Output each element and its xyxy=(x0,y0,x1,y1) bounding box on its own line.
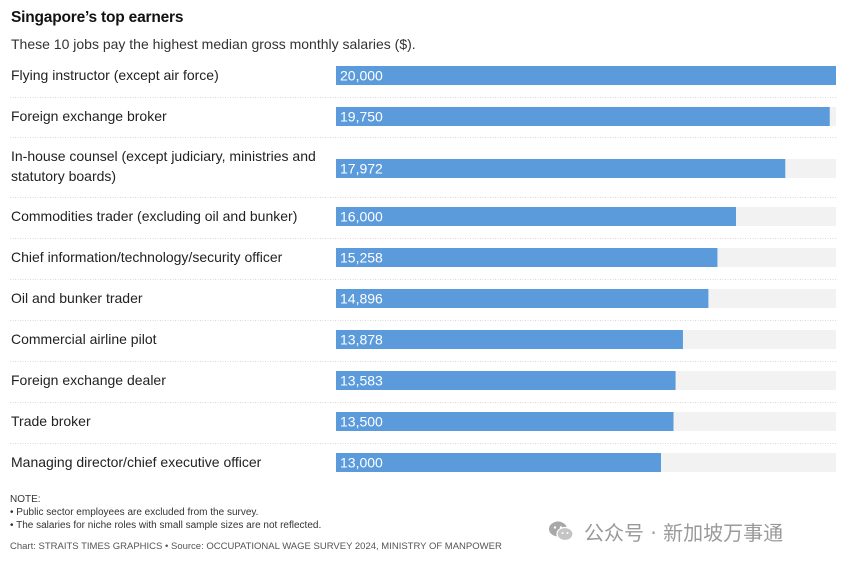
bar-value-label: 13,000 xyxy=(340,455,383,471)
notes-heading: NOTE: xyxy=(10,494,41,505)
notes: NOTE: • Public sector employees are excl… xyxy=(10,493,321,532)
bar xyxy=(336,412,674,431)
category-label: Chief information/technology/security of… xyxy=(11,249,283,265)
bar xyxy=(336,207,736,226)
watermark: 公众号 · 新加坡万事通 xyxy=(548,516,783,546)
bar-value-label: 19,750 xyxy=(340,109,383,125)
bar-value-label: 14,896 xyxy=(340,291,383,307)
category-label: Commercial airline pilot xyxy=(11,331,157,347)
wechat-icon xyxy=(549,521,574,542)
bar xyxy=(336,371,676,390)
chart-subtitle: These 10 jobs pay the highest median gro… xyxy=(11,36,416,52)
bar xyxy=(336,248,718,267)
bar-value-label: 16,000 xyxy=(340,209,383,225)
bar-value-label: 13,878 xyxy=(340,332,383,348)
note-item: • The salaries for niche roles with smal… xyxy=(10,520,322,531)
source-credit: Chart: STRAITS TIMES GRAPHICS • Source: … xyxy=(10,541,502,552)
category-label: In-house counsel (except judiciary, mini… xyxy=(11,148,316,184)
bar-value-label: 15,258 xyxy=(340,250,383,266)
bar-value-label: 20,000 xyxy=(340,68,383,84)
watermark-text: 公众号 · 新加坡万事通 xyxy=(584,520,784,545)
bar xyxy=(336,159,786,178)
bar xyxy=(336,289,709,308)
category-label: Commodities trader (excluding oil and bu… xyxy=(11,208,298,224)
category-label: Managing director/chief executive office… xyxy=(11,454,262,470)
bar xyxy=(336,330,683,349)
bar xyxy=(336,107,830,126)
bar-value-label: 13,583 xyxy=(340,373,383,389)
bar-value-label: 13,500 xyxy=(340,414,383,430)
note-item: • Public sector employees are excluded f… xyxy=(10,507,259,518)
bar-chart: 20,000 19,750 17,972 16,000 15,258 14,896 13,8… xyxy=(10,66,836,472)
category-label: Oil and bunker trader xyxy=(11,290,143,306)
chart-title: Singapore’s top earners xyxy=(11,9,184,26)
category-label: Foreign exchange dealer xyxy=(11,372,166,388)
bar xyxy=(336,66,836,85)
category-label: Foreign exchange broker xyxy=(11,108,167,124)
bar xyxy=(336,453,661,472)
category-label: Trade broker xyxy=(11,413,91,429)
category-label: Flying instructor (except air force) xyxy=(11,67,219,83)
bar-value-label: 17,972 xyxy=(340,161,383,177)
